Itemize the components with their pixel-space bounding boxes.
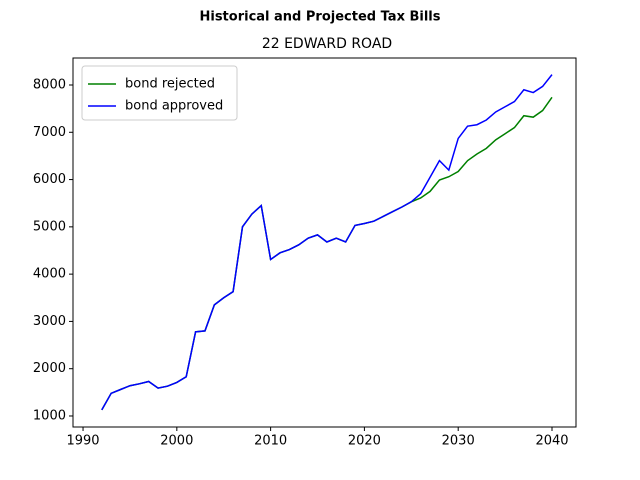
chart-title: Historical and Projected Tax Bills <box>199 10 440 25</box>
x-tick-label: 1990 <box>66 434 99 449</box>
y-tick-label: 3000 <box>33 314 66 329</box>
legend-label: bond rejected <box>125 77 215 92</box>
y-tick-label: 6000 <box>33 172 66 187</box>
y-tick-label: 2000 <box>33 361 66 376</box>
y-tick-label: 4000 <box>33 267 66 282</box>
x-tick-label: 2010 <box>254 434 287 449</box>
x-tick-label: 2000 <box>160 434 193 449</box>
legend-box <box>81 65 238 121</box>
y-tick-label: 7000 <box>33 125 66 140</box>
y-tick-label: 5000 <box>33 219 66 234</box>
x-tick-label: 2040 <box>535 434 568 449</box>
series-line <box>101 74 553 411</box>
x-tick-label: 2030 <box>442 434 475 449</box>
plot-frame <box>72 57 577 428</box>
chart-subtitle: 22 EDWARD ROAD <box>262 36 392 52</box>
series-line <box>101 96 553 411</box>
y-tick-label: 8000 <box>33 77 66 92</box>
x-tick-label: 2020 <box>348 434 381 449</box>
legend-label: bond approved <box>125 99 223 114</box>
y-tick-label: 1000 <box>33 408 66 423</box>
